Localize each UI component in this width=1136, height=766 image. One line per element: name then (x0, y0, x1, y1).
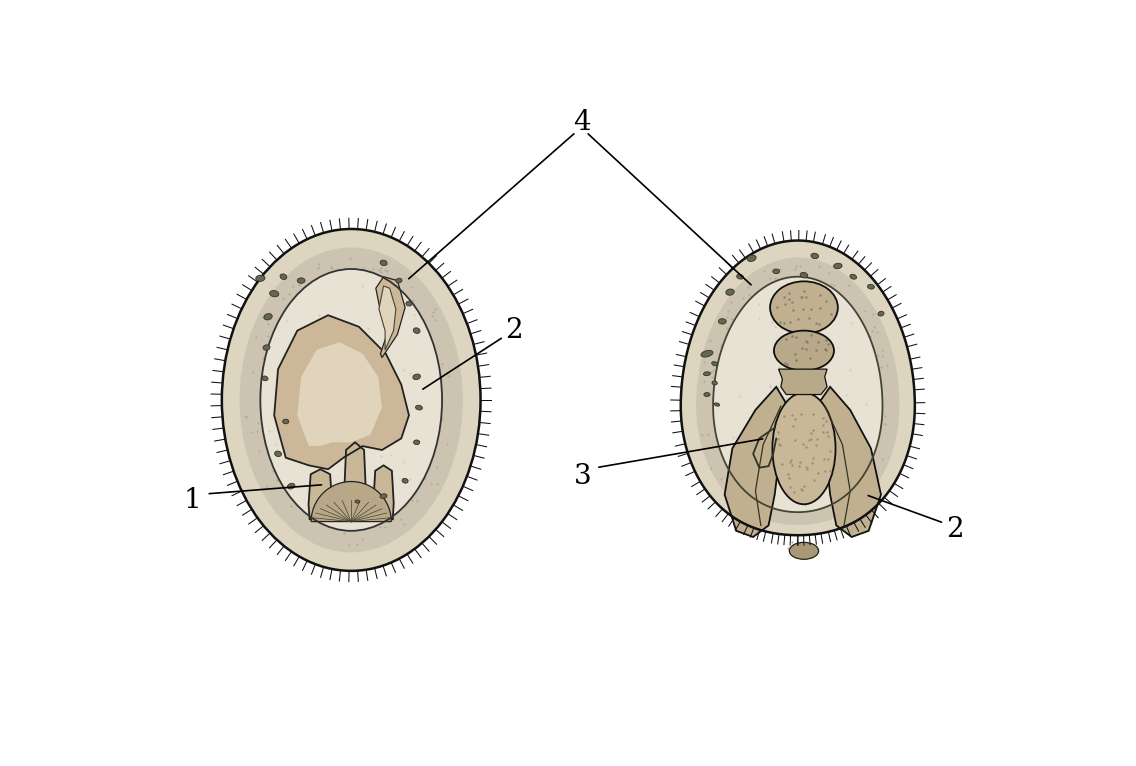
Ellipse shape (260, 269, 442, 531)
Ellipse shape (287, 483, 295, 489)
Ellipse shape (381, 494, 387, 499)
Ellipse shape (770, 281, 838, 334)
Ellipse shape (715, 403, 719, 406)
Ellipse shape (240, 247, 462, 552)
Polygon shape (379, 286, 395, 350)
Ellipse shape (264, 345, 270, 350)
Ellipse shape (381, 260, 387, 266)
Polygon shape (725, 387, 785, 537)
Ellipse shape (790, 542, 819, 559)
Ellipse shape (774, 331, 834, 371)
Text: 2: 2 (945, 516, 963, 543)
Polygon shape (778, 369, 827, 394)
Text: 3: 3 (574, 463, 591, 490)
Ellipse shape (269, 290, 278, 296)
Ellipse shape (811, 254, 819, 259)
Ellipse shape (264, 313, 273, 320)
Text: 1: 1 (184, 486, 201, 513)
Ellipse shape (701, 350, 713, 357)
Polygon shape (713, 277, 883, 512)
Ellipse shape (800, 273, 808, 278)
Ellipse shape (298, 278, 304, 283)
Polygon shape (298, 342, 382, 446)
Ellipse shape (878, 311, 884, 316)
Polygon shape (374, 466, 394, 519)
Ellipse shape (412, 374, 420, 380)
Polygon shape (819, 387, 880, 537)
Ellipse shape (256, 275, 265, 281)
Ellipse shape (275, 451, 282, 457)
Ellipse shape (395, 278, 402, 283)
Polygon shape (344, 442, 366, 519)
Polygon shape (376, 277, 406, 358)
Ellipse shape (356, 500, 360, 503)
Ellipse shape (711, 362, 718, 366)
Wedge shape (311, 482, 391, 522)
Ellipse shape (726, 289, 734, 295)
Ellipse shape (402, 479, 408, 483)
Ellipse shape (414, 440, 419, 444)
Ellipse shape (718, 319, 726, 324)
Polygon shape (680, 241, 914, 535)
Ellipse shape (772, 393, 836, 504)
Polygon shape (696, 257, 900, 525)
Ellipse shape (736, 274, 743, 279)
Polygon shape (309, 470, 332, 519)
Ellipse shape (416, 405, 423, 410)
Ellipse shape (834, 264, 842, 269)
Polygon shape (274, 316, 409, 470)
Ellipse shape (703, 372, 710, 375)
Ellipse shape (850, 274, 857, 279)
Ellipse shape (283, 419, 289, 424)
Ellipse shape (747, 255, 757, 261)
Ellipse shape (704, 393, 710, 397)
Ellipse shape (868, 284, 875, 289)
Ellipse shape (414, 328, 420, 333)
Ellipse shape (262, 376, 268, 381)
Ellipse shape (406, 301, 412, 306)
Ellipse shape (712, 381, 717, 385)
Ellipse shape (772, 269, 779, 273)
Text: 2: 2 (506, 317, 523, 344)
Text: 4: 4 (574, 110, 591, 136)
Ellipse shape (281, 274, 286, 280)
Ellipse shape (222, 229, 481, 571)
